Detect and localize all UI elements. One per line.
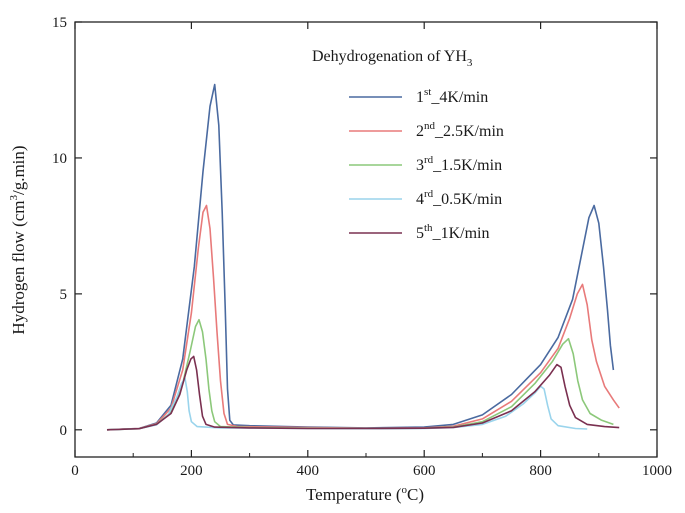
series-line-5 — [106, 355, 620, 431]
x-tick-label: 1000 — [642, 463, 672, 479]
x-tick-label: 400 — [297, 463, 320, 479]
legend-entry-4: 4rd_0.5K/min — [416, 188, 502, 208]
legend-title: Dehydrogenation of YH3 — [312, 48, 473, 69]
legend-entry-2: 2nd_2.5K/min — [416, 120, 504, 140]
y-axis-label: Hydrogen flow (cm3/g.min) — [8, 145, 28, 334]
plot-border — [74, 21, 658, 458]
x-axis-label-sup: o — [402, 484, 408, 496]
x-tick-label: 0 — [71, 463, 79, 479]
legend-title-sub: 3 — [467, 57, 473, 69]
axis-ticks: 0 200 400 600 800 1000 0 5 10 15 — [52, 15, 672, 479]
x-tick-label: 200 — [180, 463, 203, 479]
plot-frame — [74, 21, 658, 458]
y-tick-label: 5 — [60, 287, 68, 303]
x-tick-label: 800 — [529, 463, 552, 479]
y-axis-label-sup: 3 — [8, 195, 20, 201]
x-axis-label: Temperature (oC) — [306, 484, 424, 504]
y-tick-label: 0 — [60, 423, 68, 439]
y-tick-label: 15 — [52, 15, 67, 31]
series-line-1 — [106, 83, 615, 431]
legend: 1st_4K/min 2nd_2.5K/min 3rd_1.5K/min 4rd_0.… — [349, 86, 504, 242]
legend-entry-5: 5th_1K/min — [416, 222, 489, 242]
y-tick-label: 10 — [52, 151, 67, 167]
legend-entry-1: 1st_4K/min — [416, 86, 488, 106]
series-lines — [106, 83, 620, 431]
legend-entry-3: 3rd_1.5K/min — [416, 154, 502, 174]
x-tick-label: 600 — [413, 463, 436, 479]
y-axis-label-end: /g.min) — [9, 145, 28, 195]
x-axis-label-end: C) — [407, 485, 424, 504]
series-line-2 — [106, 204, 620, 431]
